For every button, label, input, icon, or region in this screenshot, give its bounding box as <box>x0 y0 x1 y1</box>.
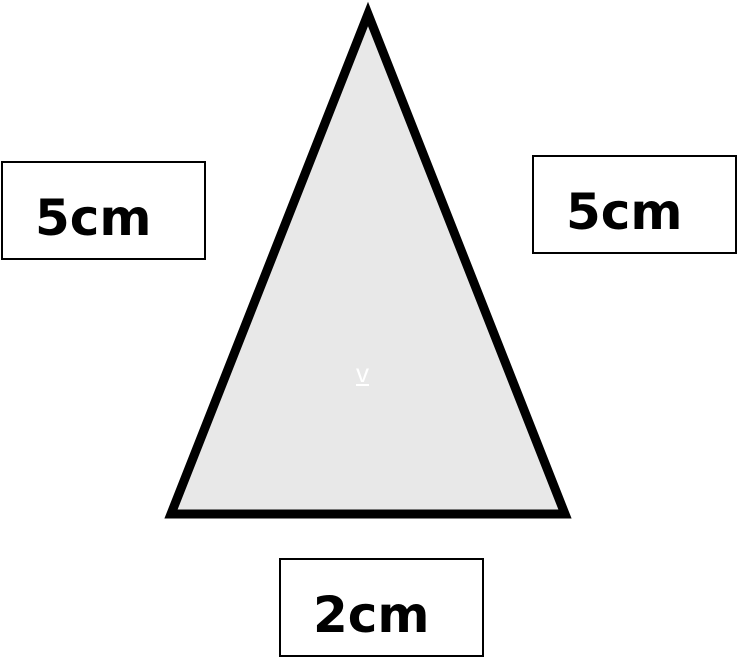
right-side-length: 5cm <box>566 183 683 241</box>
left-side-label-box: 5cm <box>1 161 206 260</box>
left-side-length: 5cm <box>35 189 152 247</box>
base-length: 2cm <box>313 586 430 644</box>
triangle-center-label: v <box>356 358 369 388</box>
isosceles-triangle <box>164 1 572 519</box>
base-label-box: 2cm <box>279 558 484 657</box>
right-side-label-box: 5cm <box>532 155 737 254</box>
